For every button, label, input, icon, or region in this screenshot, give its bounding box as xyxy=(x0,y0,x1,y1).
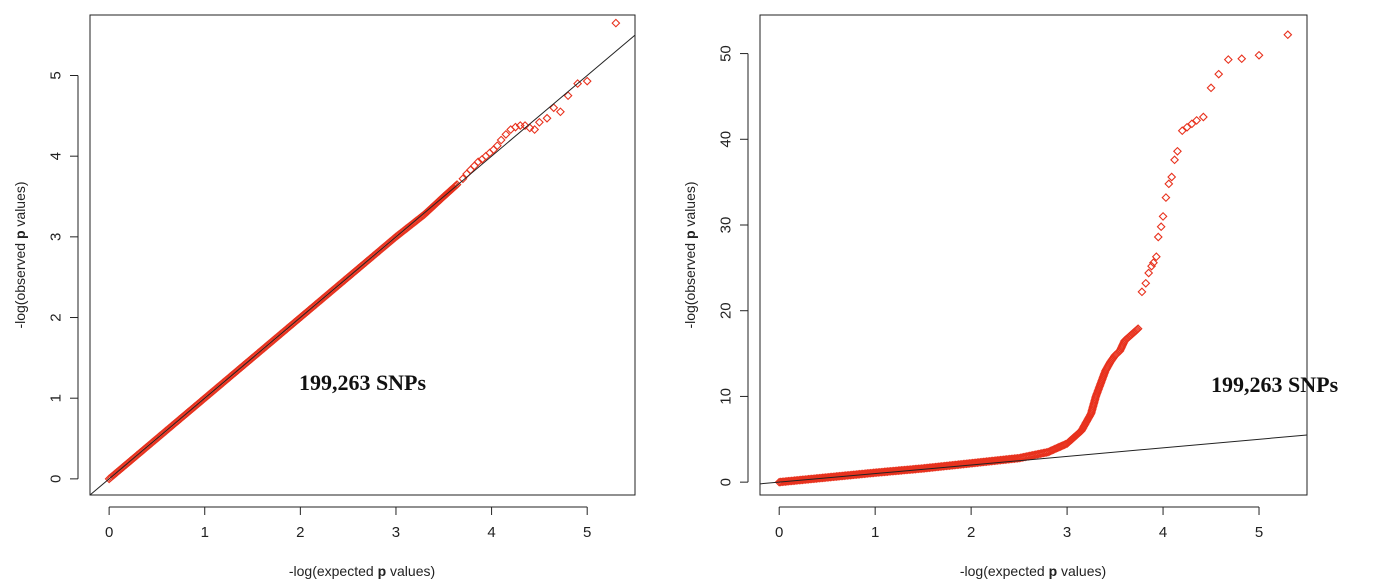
right-data-point xyxy=(1254,50,1264,60)
left-plot-frame xyxy=(89,14,636,496)
left-x-axis: 0 1 2 3 4 5 xyxy=(105,506,591,541)
right-data-point xyxy=(1137,287,1147,297)
left-qq-plot: 0 1 2 3 4 5 0 1 2 3 4 5 199,263 SNPs -log(expected… xyxy=(12,14,636,579)
left-points-layer xyxy=(104,18,621,484)
right-data-point xyxy=(1223,55,1233,65)
right-data-point xyxy=(1192,115,1202,125)
left-data-point xyxy=(611,18,621,28)
left-data-point xyxy=(563,91,573,101)
right-x-tick-label: 2 xyxy=(967,524,975,541)
right-qq-plot: 0 1 2 3 4 5 0 10 20 30 40 50 199,263 SNPs -log(exp… xyxy=(682,14,1339,579)
left-data-point xyxy=(492,141,502,151)
left-data-point xyxy=(530,125,540,135)
right-points-layer xyxy=(774,30,1293,487)
left-x-tick-label: 5 xyxy=(583,524,591,541)
right-annotation: 199,263 SNPs xyxy=(1211,372,1339,397)
right-x-axis-label: -log(expected p values) xyxy=(960,563,1106,579)
right-trend-point xyxy=(1133,324,1143,334)
left-x-axis-label: -log(expected p values) xyxy=(289,563,435,579)
right-data-point xyxy=(1147,261,1156,271)
left-data-point xyxy=(549,103,559,113)
right-x-tick-label: 3 xyxy=(1063,524,1071,541)
right-y-tick-label: 20 xyxy=(718,302,735,319)
left-data-point xyxy=(534,117,544,127)
right-y-tick-label: 30 xyxy=(718,217,735,234)
left-reference-line-layer xyxy=(89,34,636,496)
right-data-point xyxy=(1161,193,1171,203)
right-data-point xyxy=(1214,69,1224,79)
right-data-point xyxy=(1206,83,1216,93)
right-data-point xyxy=(1172,146,1182,156)
left-x-tick-label: 1 xyxy=(201,524,209,541)
left-data-point xyxy=(542,113,552,123)
right-data-point xyxy=(1198,112,1208,122)
right-data-point xyxy=(1177,126,1187,136)
left-x-tick-label: 2 xyxy=(296,524,304,541)
right-reference-line-layer xyxy=(759,434,1308,485)
right-y-tick-label: 0 xyxy=(718,478,735,486)
right-data-point xyxy=(1151,252,1161,262)
left-x-tick-label: 3 xyxy=(392,524,400,541)
right-x-tick-label: 4 xyxy=(1159,524,1167,541)
right-data-point xyxy=(1283,30,1293,40)
right-y-tick-label: 10 xyxy=(718,388,735,405)
left-data-point xyxy=(515,121,525,130)
right-data-point xyxy=(1156,222,1166,232)
left-data-point xyxy=(473,157,483,167)
right-y-axis: 0 10 20 30 40 50 xyxy=(718,45,749,486)
right-plot-frame xyxy=(759,14,1308,496)
left-data-point xyxy=(458,174,468,184)
right-x-tick-label: 0 xyxy=(775,524,783,541)
left-x-tick-label: 0 xyxy=(105,524,113,541)
left-y-tick-label: 2 xyxy=(48,313,65,321)
right-x-tick-label: 5 xyxy=(1255,524,1263,541)
right-data-point xyxy=(1164,179,1174,189)
left-annotation: 199,263 SNPs xyxy=(299,370,427,395)
right-y-tick-label: 40 xyxy=(718,131,735,148)
left-data-point xyxy=(555,107,565,117)
right-y-tick-label: 50 xyxy=(718,45,735,62)
left-data-point xyxy=(466,165,475,175)
left-y-tick-label: 5 xyxy=(48,71,65,79)
left-reference-line xyxy=(89,34,636,496)
right-data-point xyxy=(1167,172,1177,182)
left-y-tick-label: 1 xyxy=(48,394,65,402)
right-data-point xyxy=(1141,278,1151,288)
left-y-tick-label: 4 xyxy=(48,152,65,160)
right-data-point xyxy=(1182,122,1192,132)
left-x-tick-label: 4 xyxy=(487,524,495,541)
left-data-point xyxy=(496,135,506,145)
right-data-point xyxy=(1153,232,1163,242)
right-data-point xyxy=(1144,268,1154,278)
left-data-point xyxy=(506,125,516,135)
right-data-point xyxy=(1170,155,1180,165)
left-y-axis-label: -log(observed p values) xyxy=(12,181,28,328)
left-y-axis: 0 1 2 3 4 5 xyxy=(48,71,79,483)
left-y-tick-label: 0 xyxy=(48,475,65,483)
left-data-point xyxy=(582,76,592,86)
left-y-tick-label: 3 xyxy=(48,233,65,241)
right-reference-line xyxy=(759,434,1308,485)
right-data-point xyxy=(1158,211,1168,221)
left-data-point xyxy=(501,129,511,139)
right-x-axis: 0 1 2 3 4 5 xyxy=(775,506,1263,541)
right-data-point xyxy=(1187,119,1197,129)
right-x-tick-label: 1 xyxy=(871,524,879,541)
right-data-point xyxy=(1237,54,1247,64)
right-y-axis-label: -log(observed p values) xyxy=(682,181,698,328)
right-data-point xyxy=(1149,258,1158,268)
